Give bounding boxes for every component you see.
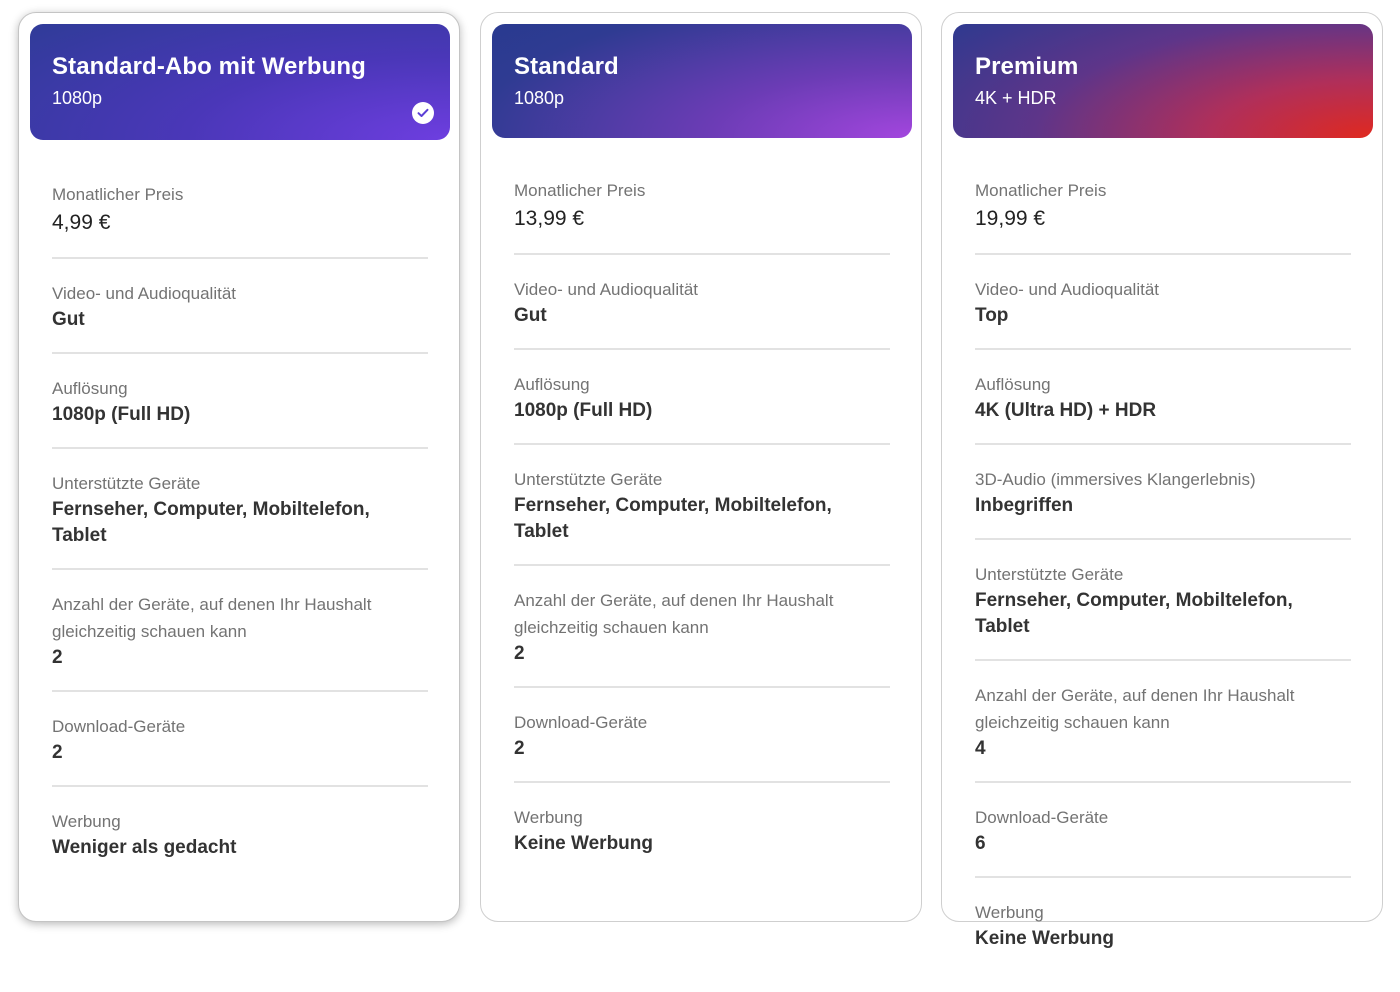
feature-value: Gut: [52, 309, 85, 330]
feature-label: Unterstützte Geräte: [975, 565, 1124, 584]
feature-label: Auflösung: [52, 379, 128, 398]
feature-label: Anzahl der Geräte, auf denen Ihr Haushal…: [975, 686, 1295, 732]
plan-resolution: 4K + HDR: [975, 88, 1057, 108]
feature-item: Unterstützte Geräte Fernseher, Computer,…: [52, 470, 428, 570]
feature-label: Anzahl der Geräte, auf denen Ihr Haushal…: [514, 591, 834, 637]
feature-label: Monatlicher Preis: [52, 185, 184, 204]
feature-label: 3D-Audio (immersives Klangerlebnis): [975, 470, 1256, 489]
feature-value: Keine Werbung: [514, 833, 653, 854]
feature-value: 1080p (Full HD): [52, 404, 191, 425]
feature-item: Video- und Audioqualität Gut: [52, 280, 428, 354]
feature-item: Anzahl der Geräte, auf denen Ihr Haushal…: [52, 591, 428, 692]
plan-header: Standard-Abo mit Werbung 1080p: [30, 24, 450, 140]
feature-label: Monatlicher Preis: [975, 181, 1107, 200]
feature-label: Unterstützte Geräte: [514, 470, 663, 489]
feature-item: 3D-Audio (immersives Klangerlebnis) Inbe…: [975, 466, 1351, 540]
feature-value: 2: [52, 742, 63, 763]
feature-item: Werbung Weniger als gedacht: [52, 808, 428, 880]
feature-value: 13,99 €: [514, 207, 585, 230]
feature-value: 6: [975, 833, 986, 854]
plan-resolution: 1080p: [514, 88, 565, 108]
feature-label: Auflösung: [975, 375, 1051, 394]
feature-value: 19,99 €: [975, 207, 1046, 230]
feature-item: Auflösung 1080p (Full HD): [52, 375, 428, 449]
feature-item: Anzahl der Geräte, auf denen Ihr Haushal…: [514, 587, 890, 688]
feature-item: Monatlicher Preis 13,99 €: [514, 177, 890, 255]
feature-value: 4,99 €: [52, 211, 111, 234]
feature-value: 2: [514, 643, 525, 664]
plan-name: Standard: [514, 53, 619, 80]
feature-label: Werbung: [52, 812, 121, 831]
plan-header: Standard 1080p: [492, 24, 912, 138]
feature-value: 1080p (Full HD): [514, 400, 653, 421]
feature-item: Anzahl der Geräte, auf denen Ihr Haushal…: [975, 682, 1351, 783]
feature-item: Download-Geräte 2: [52, 713, 428, 787]
feature-value: Fernseher, Computer, Mobiltelefon, Table…: [52, 499, 370, 546]
feature-value: Fernseher, Computer, Mobiltelefon, Table…: [975, 590, 1293, 637]
plan-header: Premium 4K + HDR: [953, 24, 1373, 138]
feature-value: Gut: [514, 305, 547, 326]
feature-list: Monatlicher Preis 19,99 € Video- und Aud…: [975, 177, 1351, 992]
feature-label: Werbung: [514, 808, 583, 827]
feature-value: 2: [514, 738, 525, 759]
feature-item: Video- und Audioqualität Top: [975, 276, 1351, 350]
feature-value: 4: [975, 738, 986, 759]
feature-value: Keine Werbung: [975, 928, 1114, 949]
feature-label: Video- und Audioqualität: [514, 280, 699, 299]
feature-value: Fernseher, Computer, Mobiltelefon, Table…: [514, 495, 832, 542]
plan-resolution: 1080p: [52, 88, 103, 108]
feature-value: Weniger als gedacht: [52, 837, 237, 858]
feature-label: Download-Geräte: [975, 808, 1109, 827]
feature-label: Video- und Audioqualität: [52, 284, 237, 303]
feature-label: Unterstützte Geräte: [52, 474, 201, 493]
feature-item: Video- und Audioqualität Gut: [514, 276, 890, 350]
feature-item: Unterstützte Geräte Fernseher, Computer,…: [514, 466, 890, 566]
feature-list: Monatlicher Preis 13,99 € Video- und Aud…: [514, 177, 890, 897]
feature-label: Download-Geräte: [52, 717, 186, 736]
plan-card-standard[interactable]: Standard 1080p Monatlicher Preis 13,99 €…: [480, 12, 922, 922]
feature-label: Video- und Audioqualität: [975, 280, 1160, 299]
feature-item: Unterstützte Geräte Fernseher, Computer,…: [975, 561, 1351, 661]
feature-label: Auflösung: [514, 375, 590, 394]
feature-item: Download-Geräte 6: [975, 804, 1351, 878]
feature-item: Monatlicher Preis 4,99 €: [52, 181, 428, 259]
feature-label: Download-Geräte: [514, 713, 648, 732]
feature-value: Top: [975, 305, 1009, 326]
feature-value: 2: [52, 647, 63, 668]
plan-name: Premium: [975, 53, 1079, 80]
feature-label: Anzahl der Geräte, auf denen Ihr Haushal…: [52, 595, 372, 641]
plan-card-premium[interactable]: Premium 4K + HDR Monatlicher Preis 19,99…: [941, 12, 1383, 949]
feature-value: 4K (Ultra HD) + HDR: [975, 400, 1157, 421]
feature-item: Download-Geräte 2: [514, 709, 890, 783]
checkmark-circle-icon: [412, 102, 434, 124]
feature-item: Monatlicher Preis 19,99 €: [975, 177, 1351, 255]
feature-value: Inbegriffen: [975, 495, 1074, 516]
plan-card-standard-with-ads[interactable]: Standard-Abo mit Werbung 1080p Monatlich…: [18, 12, 460, 922]
feature-item: Auflösung 4K (Ultra HD) + HDR: [975, 371, 1351, 445]
plan-name: Standard-Abo mit Werbung: [52, 53, 366, 80]
feature-item: Auflösung 1080p (Full HD): [514, 371, 890, 445]
feature-label: Werbung: [975, 903, 1044, 922]
feature-list: Monatlicher Preis 4,99 € Video- und Audi…: [52, 181, 428, 901]
feature-item: Werbung Keine Werbung: [514, 804, 890, 876]
feature-label: Monatlicher Preis: [514, 181, 646, 200]
feature-item: Werbung Keine Werbung: [975, 899, 1351, 971]
